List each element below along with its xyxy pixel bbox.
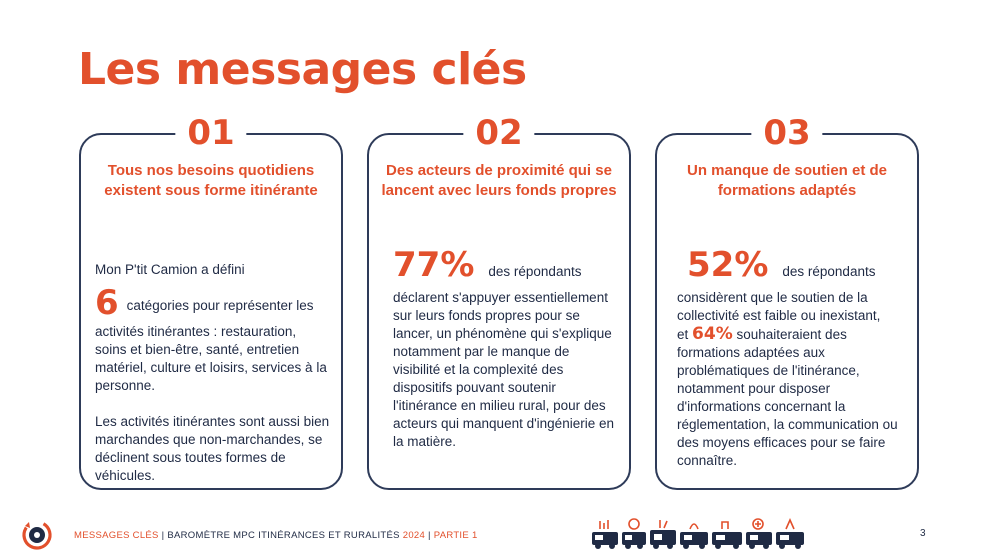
stat-label: des répondants xyxy=(488,264,582,279)
card-heading: Des acteurs de proximité qui se lancent … xyxy=(381,162,617,199)
vehicles-illustration-icon xyxy=(592,518,804,549)
stat-value-2: 64% xyxy=(692,324,733,344)
card-heading: Un manque de soutien et de formations ad… xyxy=(686,162,888,199)
card-paragraph-2: et 64% souhaiteraient des formations ada… xyxy=(677,325,907,470)
key-message-card-3: 03 Un manque de soutien et de formations… xyxy=(655,111,919,490)
card-number: 03 xyxy=(751,111,823,155)
footer-separator-2: | xyxy=(428,530,431,541)
card-body: Mon P'tit Camion a défini 6 catégories po… xyxy=(95,261,331,485)
card-heading: Tous nos besoins quotidiens existent sou… xyxy=(104,162,318,199)
stat-block: 6 catégories pour représenter les activit… xyxy=(95,283,331,395)
footer-text: MESSAGES CLÉS | BAROMÈTRE MPC ITINÉRANCE… xyxy=(74,530,478,541)
text-prefix: et xyxy=(677,327,689,342)
stat-block: 52% des répondants xyxy=(677,245,907,285)
card-number: 02 xyxy=(463,111,535,155)
footer-part: PARTIE 1 xyxy=(433,530,478,541)
page-title: Les messages clés xyxy=(78,44,527,95)
text-body: souhaiteraient des formations adaptées a… xyxy=(677,327,898,468)
card-body: 77% des répondants déclarent s'appuyer e… xyxy=(393,245,619,451)
card-number: 01 xyxy=(175,111,247,155)
stat-value: 6 xyxy=(95,283,119,323)
key-message-card-2: 02 Des acteurs de proximité qui se lance… xyxy=(367,111,631,490)
stat-block: 77% des répondants xyxy=(393,245,619,285)
card-paragraph: déclarent s'appuyer essentiellement sur … xyxy=(393,290,614,449)
stat-value: 52% xyxy=(687,245,769,285)
card-paragraph: Les activités itinérantes sont aussi bie… xyxy=(95,414,330,483)
key-message-card-1: 01 Tous nos besoins quotidiens existent … xyxy=(79,111,343,490)
stat-label: des répondants xyxy=(782,264,876,279)
footer-separator: | xyxy=(161,530,165,541)
card-body: 52% des répondants considèrent que le so… xyxy=(677,245,907,470)
stat-value: 77% xyxy=(393,245,475,285)
mpc-logo-icon xyxy=(22,520,52,550)
stat-text: catégories pour représenter les activité… xyxy=(95,298,327,393)
footer-report: BAROMÈTRE MPC ITINÉRANCES ET RURALITÉS xyxy=(167,530,400,541)
page-number: 3 xyxy=(920,528,926,539)
card-intro: Mon P'tit Camion a défini xyxy=(95,262,245,277)
card-paragraph: considèrent que le soutien de la collect… xyxy=(677,290,881,323)
footer-year: 2024 xyxy=(402,530,426,541)
footer-section: MESSAGES CLÉS xyxy=(74,530,159,541)
